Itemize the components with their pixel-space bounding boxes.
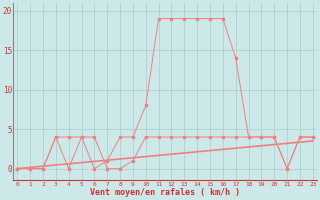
X-axis label: Vent moyen/en rafales ( km/h ): Vent moyen/en rafales ( km/h ): [90, 188, 240, 197]
